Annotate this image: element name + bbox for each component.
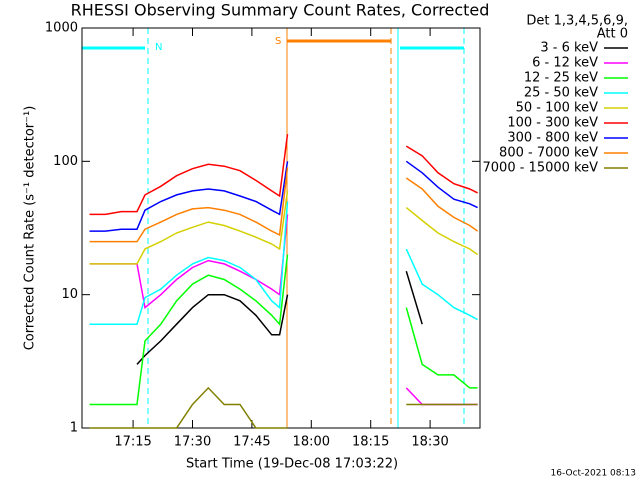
x-tick-label: 18:15 xyxy=(352,435,389,450)
series-line xyxy=(89,160,478,232)
legend-label: 50 - 100 keV xyxy=(516,101,599,116)
y-axis-label: Corrected Count Rate (s⁻¹ detector⁻¹) xyxy=(23,106,38,351)
y-tick-label: 1 xyxy=(70,421,78,436)
legend-label: 300 - 800 keV xyxy=(507,131,598,146)
legend-label: 100 - 300 keV xyxy=(507,116,598,131)
y-tick-label: 1000 xyxy=(45,21,78,36)
x-tick-label: 17:30 xyxy=(174,435,211,450)
footer: 16-Oct-2021 08:13 xyxy=(551,469,636,479)
x-tick-label: 18:30 xyxy=(411,435,448,450)
legend-header: Det 1,3,4,5,6,9, xyxy=(526,14,628,29)
series-line xyxy=(89,134,478,216)
x-tick-label: 17:45 xyxy=(233,435,270,450)
series-line xyxy=(89,201,478,325)
legend-label: 25 - 50 keV xyxy=(524,86,598,101)
series-line xyxy=(136,270,423,365)
status-bars: N S xyxy=(82,28,465,428)
legend-label: 3 - 6 keV xyxy=(540,41,598,56)
annotation: S xyxy=(275,36,281,47)
series-line xyxy=(89,167,479,243)
series-line xyxy=(89,254,478,406)
y-tick-label: 10 xyxy=(61,287,78,302)
annotation: N xyxy=(155,42,162,53)
chart-title: RHESSI Observing Summary Count Rates, Co… xyxy=(71,1,490,20)
x-axis-label: Start Time (19-Dec-08 17:03:22) xyxy=(186,457,398,472)
y-tick-label: 100 xyxy=(53,154,78,169)
series-line xyxy=(89,386,478,429)
legend-label: 6 - 12 keV xyxy=(532,56,598,71)
x-tick-label: 18:00 xyxy=(293,435,330,450)
legend-label: 12 - 25 keV xyxy=(524,71,598,86)
legend-label: 7000 - 15000 keV xyxy=(483,161,599,176)
series-line xyxy=(89,190,479,265)
x-tick-label: 17:15 xyxy=(114,435,151,450)
legend-label: 800 - 7000 keV xyxy=(499,146,598,161)
legend-header: Att 0 xyxy=(597,27,628,42)
